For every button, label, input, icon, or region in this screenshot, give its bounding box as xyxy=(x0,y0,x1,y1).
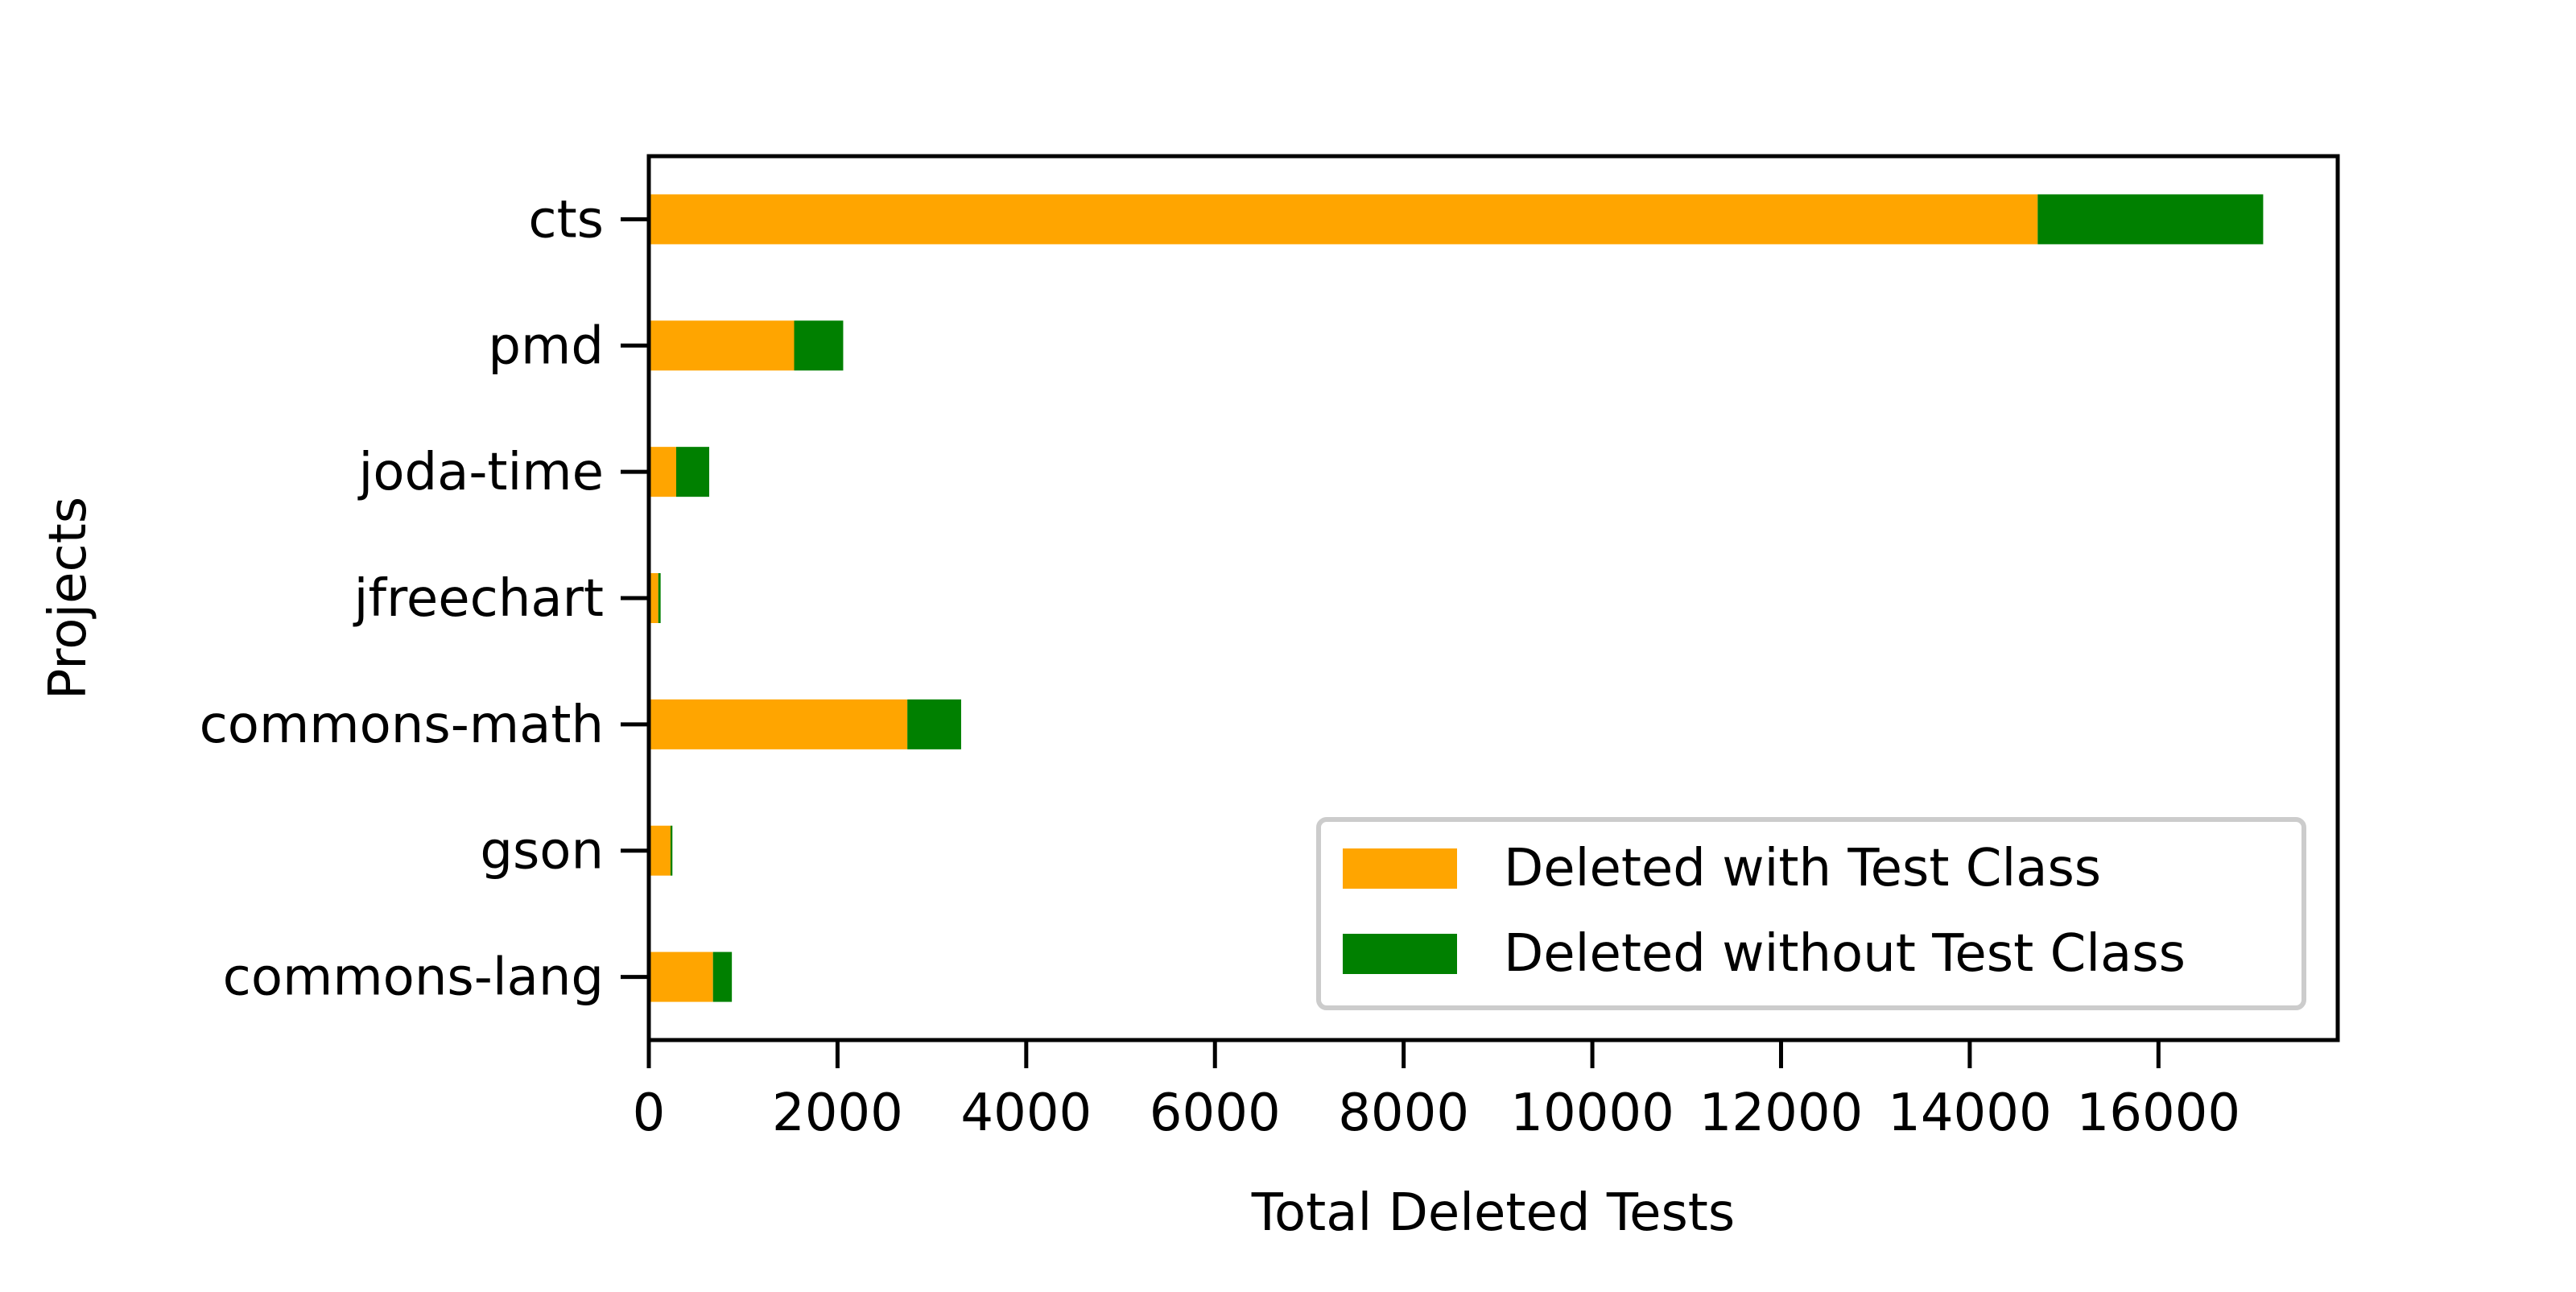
y-tick-label-gson: gson xyxy=(480,822,604,881)
legend-label-deleted-with-test-class: Deleted with Test Class xyxy=(1504,839,2101,898)
legend-label-deleted-without-test-class: Deleted without Test Class xyxy=(1504,924,2186,984)
x-tick-label: 16000 xyxy=(2077,1084,2241,1143)
bars-layer xyxy=(649,194,2264,1002)
legend-swatch-deleted-without-test-class xyxy=(1343,934,1457,974)
bar-joda-time-deleted-without-test-class xyxy=(675,447,710,497)
bar-commons-lang-deleted-without-test-class xyxy=(712,951,733,1002)
x-tick-label: 14000 xyxy=(1888,1084,2052,1143)
legend-swatch-deleted-with-test-class xyxy=(1343,848,1457,889)
bar-pmd-deleted-without-test-class xyxy=(794,320,844,371)
bar-pmd-deleted-with-test-class xyxy=(649,320,795,371)
y-axis: cts pmd joda-time jfreechart commons-math gso… xyxy=(200,190,649,1008)
x-tick-label: 8000 xyxy=(1338,1084,1469,1143)
x-tick-label: 0 xyxy=(633,1084,666,1143)
y-tick-label-cts: cts xyxy=(528,190,604,250)
plot-frame xyxy=(646,154,2340,1042)
y-tick-label-joda-time: joda-time xyxy=(357,443,604,502)
bar-cts-deleted-without-test-class xyxy=(2037,194,2264,245)
bar-commons-math-deleted-with-test-class xyxy=(649,699,908,749)
bar-gson-deleted-without-test-class xyxy=(670,825,673,876)
bar-commons-math-deleted-without-test-class xyxy=(907,699,961,749)
x-tick-label: 6000 xyxy=(1150,1084,1281,1143)
bar-jfreechart-deleted-without-test-class xyxy=(658,573,661,623)
y-tick-label-pmd: pmd xyxy=(488,316,604,376)
x-tick-label: 4000 xyxy=(960,1084,1092,1143)
bar-gson-deleted-with-test-class xyxy=(649,825,671,876)
y-axis-label: Projects xyxy=(39,497,98,700)
bar-cts-deleted-with-test-class xyxy=(649,194,2038,245)
bar-commons-lang-deleted-with-test-class xyxy=(649,951,713,1002)
bar-jfreechart-deleted-with-test-class xyxy=(649,573,658,623)
y-tick-label-commons-lang: commons-lang xyxy=(223,948,604,1008)
y-tick-label-jfreechart: jfreechart xyxy=(353,569,604,629)
legend-box xyxy=(1316,817,2306,1010)
x-tick-label: 10000 xyxy=(1510,1084,1674,1143)
x-tick-label: 2000 xyxy=(772,1084,903,1143)
x-axis-label: Total Deleted Tests xyxy=(1251,1183,1735,1243)
x-axis: 0 2000 4000 6000 8000 10000 12000 14000 16000 xyxy=(633,1040,2240,1143)
y-tick-label-commons-math: commons-math xyxy=(200,696,604,755)
x-tick-label: 12000 xyxy=(1699,1084,1864,1143)
bar-joda-time-deleted-with-test-class xyxy=(649,447,676,497)
legend: Deleted with Test Class Deleted without … xyxy=(1316,817,2306,1010)
